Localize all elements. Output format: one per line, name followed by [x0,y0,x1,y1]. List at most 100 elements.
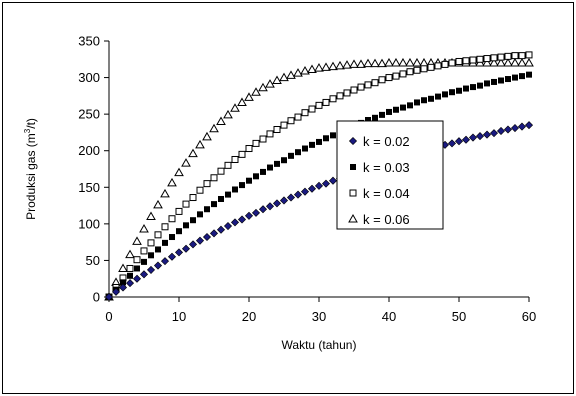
data-point [209,123,219,133]
data-point [146,265,156,274]
y-axis-title: Produksi gas (m3/t) [23,118,38,220]
data-point [218,195,224,202]
data-point [491,78,497,85]
data-point [223,109,233,119]
data-point [328,176,338,185]
data-point [155,246,161,253]
data-point [176,228,182,235]
data-point [295,149,301,156]
data-point [188,148,198,158]
legend-label-3: k = 0.04 [363,186,410,201]
data-point [273,126,281,134]
data-point [510,57,520,67]
data-point [420,65,428,73]
data-point [414,99,420,106]
data-point [148,252,154,259]
data-point [286,70,296,79]
data-point [349,59,359,68]
plot-svg: 0 50 100 150 200 250 300 350 0 10 20 30 40 50 60 Wakt… [23,34,536,353]
data-point [252,139,260,147]
data-point [203,180,211,188]
data-point [162,239,168,246]
data-point [174,248,184,257]
data-point [224,161,232,169]
data-point [386,108,392,115]
y-axis-title-main: Produksi gas (m [24,133,38,220]
data-point [350,86,358,94]
data-point [434,62,442,70]
data-point [169,234,175,241]
data-point [421,97,427,104]
data-point [153,199,163,209]
legend-item-3: k = 0.04 [349,186,410,201]
data-point [329,95,337,103]
data-point [153,261,163,270]
data-point [238,150,246,158]
data-point [343,89,351,97]
data-point [342,60,352,69]
data-point [336,92,344,100]
data-point [189,194,197,202]
data-point [441,60,449,68]
data-point [511,52,519,60]
data-point [182,200,190,208]
data-point [140,247,148,255]
legend-marker [348,136,358,146]
x-axis-title: Waktu (tahun) [282,338,357,352]
data-point [258,205,268,214]
data-point [525,51,533,59]
data-point [435,93,441,100]
data-point [197,211,203,218]
data-point [167,177,177,187]
data-point [427,63,435,71]
y-tick-label: 150 [78,180,100,195]
y-tick-label: 100 [78,216,100,231]
data-point [174,167,184,177]
data-point [260,168,266,175]
data-point [118,263,128,272]
data-point [195,139,205,149]
data-point [251,87,261,96]
data-point [463,85,469,92]
series-1 [104,121,534,302]
data-point [419,57,429,67]
data-point [372,114,378,121]
data-point [314,63,324,72]
data-point [237,97,247,106]
y-tick-label: 300 [78,70,100,85]
series-4 [104,57,534,301]
data-point [267,164,273,171]
data-point [482,57,492,67]
data-point [244,211,254,220]
data-point [147,239,155,247]
legend-marker [349,189,357,197]
data-point [190,217,196,224]
data-point [120,279,126,286]
data-point [399,70,407,78]
data-point [364,81,372,89]
data-point [139,223,149,233]
data-point [294,113,302,121]
series-3 [105,51,533,301]
data-point [449,89,455,96]
data-point [139,270,149,279]
data-point [412,57,422,67]
data-point [475,132,485,141]
data-point [321,62,331,71]
data-point [377,58,387,68]
data-point [266,130,274,138]
x-ticks: 0 10 20 30 40 50 60 [105,297,536,324]
data-point [455,57,463,65]
data-point [202,131,212,141]
legend-marker-open-triangle [348,213,358,223]
data-point [477,82,483,89]
data-point [225,191,231,198]
data-point [216,225,226,234]
data-point [141,258,147,265]
data-point [482,130,492,139]
data-point [308,105,316,113]
x-tick-label: 30 [312,309,326,324]
x-tick-label: 20 [242,309,256,324]
data-point [307,64,317,74]
